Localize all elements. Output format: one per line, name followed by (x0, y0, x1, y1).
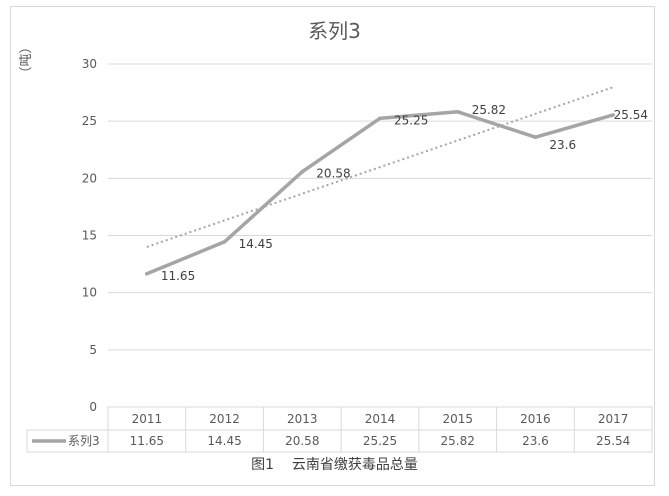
series-line-segment (222, 169, 305, 244)
series-line-segment (378, 110, 460, 121)
data-label: 25.25 (394, 113, 428, 127)
table-value-cell: 23.6 (522, 434, 549, 448)
data-point (145, 272, 149, 276)
data-point (378, 116, 382, 121)
data-point (455, 109, 460, 114)
y-tick-label: 30 (82, 57, 97, 71)
y-tick-label: 15 (82, 229, 97, 243)
y-tick-label: 0 (89, 400, 97, 414)
x-category-label: 2015 (442, 412, 473, 426)
y-tick-label: 10 (82, 286, 97, 300)
x-category-label: 2012 (209, 412, 240, 426)
gridlines (108, 63, 652, 351)
data-label: 14.45 (239, 237, 273, 251)
table-value-cell: 25.54 (596, 434, 630, 448)
data-point (300, 169, 305, 174)
x-category-label: 2016 (520, 412, 551, 426)
legend-series-name: 系列3 (68, 434, 100, 448)
series-line-segment (533, 113, 615, 139)
x-category-label: 2013 (287, 412, 318, 426)
x-category-label: 2011 (132, 412, 163, 426)
trendline (146, 86, 614, 248)
data-table (26, 406, 653, 453)
trendline-layer (146, 86, 614, 248)
figure-caption: 图1 云南省缴获毒品总量 (251, 457, 418, 473)
data-label: 20.58 (316, 167, 350, 181)
chart-frame (10, 6, 655, 486)
x-category-label: 2017 (598, 412, 629, 426)
y-tick-label: 25 (82, 114, 97, 128)
series-line-segment (300, 116, 382, 174)
table-value-cell: 20.58 (285, 434, 319, 448)
data-label: 25.54 (614, 108, 648, 122)
chart-title: 系列3 (308, 19, 361, 43)
table-value-cell: 14.45 (207, 434, 241, 448)
data-point (533, 135, 538, 139)
data-point (222, 239, 227, 244)
series-line-segment (455, 110, 538, 139)
data-label: 23.6 (549, 138, 576, 152)
y-tick-label: 20 (82, 171, 97, 185)
data-label: 25.82 (472, 103, 506, 117)
x-category-label: 2014 (365, 412, 396, 426)
data-label: 11.65 (161, 269, 195, 283)
y-axis-label: （吨） (19, 40, 34, 79)
table-value-cell: 25.82 (441, 434, 475, 448)
labels-layer: 系列3 （吨） 0 5 10 15 20 25 30 2011 11.65 2012 14.45 2013… (19, 19, 648, 448)
data-point (611, 113, 615, 117)
series-line-segment (145, 240, 227, 276)
table-value-cell: 11.65 (130, 434, 164, 448)
series-layer (145, 109, 615, 276)
table-value-cell: 25.25 (363, 434, 397, 448)
y-tick-label: 5 (89, 343, 97, 357)
